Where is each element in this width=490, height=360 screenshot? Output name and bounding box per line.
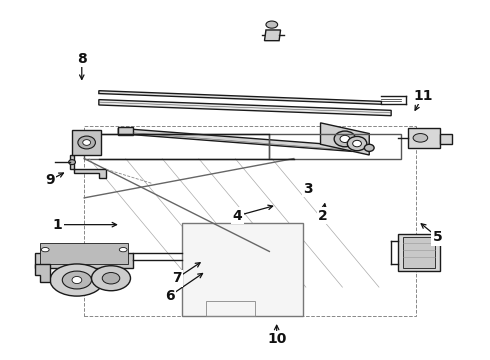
Polygon shape (72, 130, 101, 155)
Polygon shape (265, 30, 281, 41)
Text: 5: 5 (433, 230, 442, 244)
Polygon shape (40, 243, 128, 264)
Polygon shape (398, 234, 440, 271)
Ellipse shape (365, 144, 374, 152)
Ellipse shape (353, 140, 362, 147)
Text: 6: 6 (165, 289, 174, 303)
Polygon shape (99, 91, 381, 104)
Bar (206, 301, 255, 316)
Ellipse shape (92, 266, 130, 291)
Text: 11: 11 (413, 89, 433, 103)
Bar (403, 237, 435, 267)
Bar (118, 127, 133, 135)
Text: 8: 8 (77, 51, 87, 66)
Polygon shape (35, 264, 50, 282)
Ellipse shape (62, 271, 92, 289)
Ellipse shape (78, 136, 96, 149)
Ellipse shape (119, 248, 127, 252)
Polygon shape (320, 123, 369, 155)
Ellipse shape (41, 248, 49, 252)
Polygon shape (408, 128, 440, 148)
Ellipse shape (102, 273, 120, 284)
Text: 7: 7 (172, 271, 182, 285)
Ellipse shape (72, 276, 82, 284)
Ellipse shape (347, 136, 367, 151)
Text: 9: 9 (45, 173, 55, 187)
Ellipse shape (334, 131, 356, 147)
Text: 1: 1 (52, 218, 62, 231)
Bar (84, 126, 416, 316)
Ellipse shape (340, 135, 350, 143)
Text: 4: 4 (233, 209, 243, 223)
Ellipse shape (83, 140, 91, 145)
Ellipse shape (413, 134, 428, 142)
Ellipse shape (50, 264, 104, 296)
Ellipse shape (69, 159, 75, 165)
Text: 2: 2 (318, 209, 328, 223)
Polygon shape (70, 155, 106, 178)
Polygon shape (118, 128, 352, 152)
Text: 10: 10 (267, 332, 286, 346)
Polygon shape (182, 223, 303, 316)
Polygon shape (35, 253, 133, 267)
Text: 3: 3 (303, 182, 313, 196)
Polygon shape (99, 100, 391, 116)
Polygon shape (440, 134, 452, 144)
Ellipse shape (266, 21, 278, 28)
